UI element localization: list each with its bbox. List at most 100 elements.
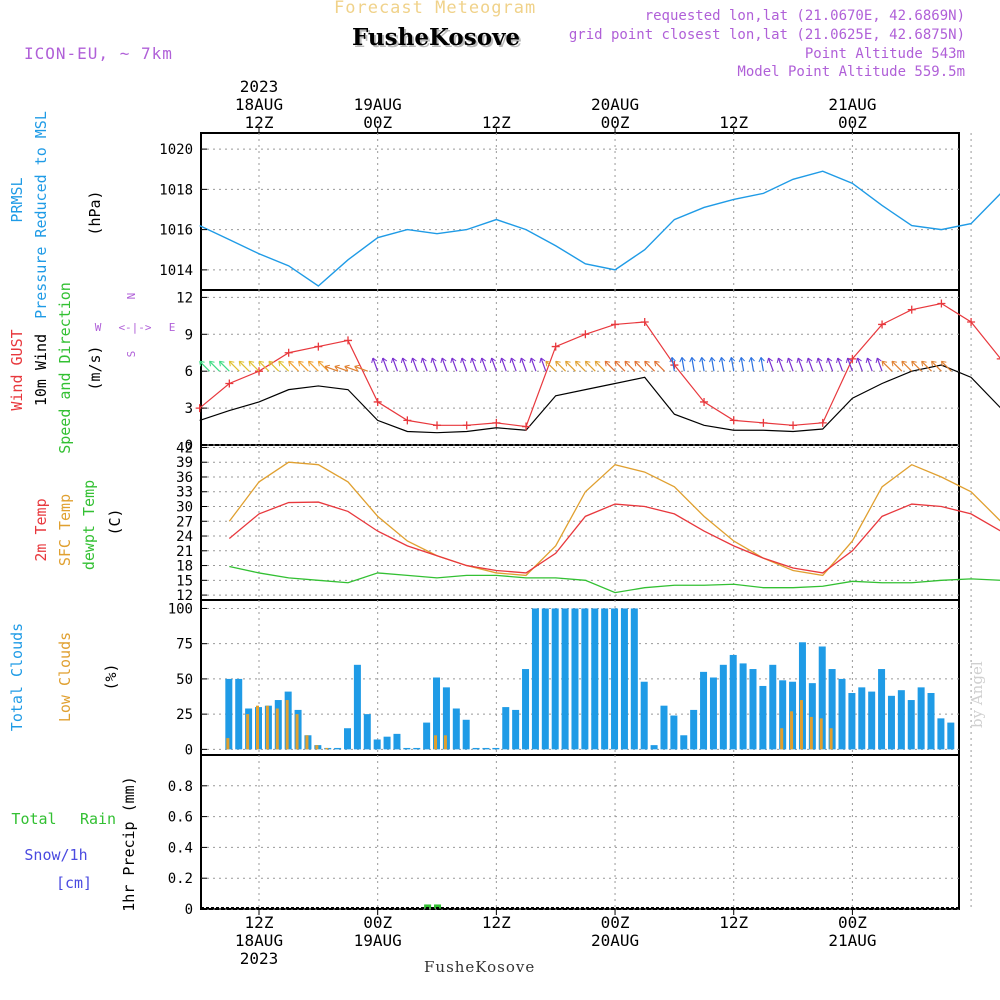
time-label-date: 21AUG [828, 95, 876, 114]
wind-direction-arrow [441, 357, 448, 372]
wind-arrow-head [758, 357, 765, 363]
wind-arrow-head [258, 360, 265, 367]
wind-gust-marker [284, 348, 293, 357]
model-altitude: Model Point Altitude 559.5m [737, 64, 965, 80]
wind-gust-marker [581, 330, 590, 339]
wind-direction-arrow [540, 357, 547, 372]
y-tick-label: 30 [176, 500, 193, 516]
wind-arrow-head [796, 357, 803, 364]
time-label-hour: 12Z [719, 113, 748, 132]
y-tick-label: 21 [176, 544, 193, 560]
total-cloud-bar [927, 693, 935, 750]
total-cloud-bar [739, 663, 747, 750]
y-tick-label: 15 [176, 573, 193, 589]
wind-direction-arrow [324, 365, 339, 372]
wind-direction-arrow [520, 357, 527, 372]
total-cloud-bar [759, 685, 767, 750]
wind-direction-arrow [750, 357, 755, 372]
wind-arrow-head [845, 357, 852, 364]
wind-arrow-head [410, 357, 417, 364]
total-cloud-bar [413, 747, 421, 750]
compass-e: E [169, 321, 176, 334]
wind-direction-arrow [876, 357, 883, 372]
total-cloud-bar [482, 747, 490, 750]
rain-bar [424, 904, 432, 909]
wind-arrow-head [555, 360, 561, 367]
wind-arrow-head [776, 357, 783, 364]
total-cloud-bar [700, 671, 708, 750]
wind-gust-label: Wind GUST [8, 329, 26, 410]
total-cloud-bar [462, 719, 470, 750]
wind-gust-marker [373, 397, 382, 406]
wind-gust-marker [611, 320, 620, 329]
wind-arrow-head [489, 357, 496, 364]
wind-arrow-head [679, 357, 686, 363]
prmsl-label: PRMSL [8, 177, 26, 222]
total-cloud-bar [551, 608, 559, 750]
pressure-unit-label: (hPa) [86, 190, 104, 235]
wind-10m-label: 10m Wind [32, 334, 50, 406]
low-cloud-bar [246, 714, 250, 750]
total-cloud-bar [868, 691, 876, 750]
total-cloud-bar [878, 669, 886, 750]
credit-watermark: by Angel [968, 661, 986, 728]
wind-arrow-head [539, 357, 546, 364]
wind-direction-arrow [461, 357, 468, 372]
total-cloud-bar [858, 687, 866, 750]
y-tick-label: 42 [176, 440, 193, 456]
wind-direction-arrow [760, 357, 764, 372]
wind-direction-arrow [787, 357, 794, 372]
wind-direction-arrow [837, 357, 844, 372]
wind-gust-marker [462, 421, 471, 430]
clouds-unit-label: (%) [102, 663, 120, 690]
dewpoint-line [229, 565, 1000, 594]
total-cloud-bar [502, 707, 510, 750]
wind-direction-arrow [317, 360, 329, 372]
wind-direction-arrow [604, 360, 616, 372]
y-tick-label: 1020 [159, 142, 193, 158]
total-cloud-bar [363, 714, 371, 750]
y-tick-label: 9 [185, 327, 193, 343]
total-cloud-bar [541, 608, 549, 750]
wind-gust-marker [433, 421, 442, 430]
wind-arrow-head [786, 357, 793, 364]
total-rain-label: Total [11, 810, 56, 828]
wind-gust-marker [937, 299, 946, 308]
wind-arrow-head [940, 360, 947, 367]
wind-arrow-head [709, 357, 716, 363]
total-cloud-bar [897, 690, 905, 750]
total-cloud-bar [690, 709, 698, 750]
wind-arrow-head [634, 360, 640, 367]
total-cloud-bar [828, 669, 836, 750]
wind-arrow-head [298, 360, 304, 367]
wind-arrow-head [669, 357, 676, 363]
y-tick-label: 0 [185, 742, 193, 758]
dewpt-temp-label: dewpt Temp [80, 480, 98, 570]
total-cloud-bar [769, 664, 777, 750]
low-cloud-bar [809, 716, 813, 750]
wind-arrow-head [699, 357, 706, 363]
compass-arrow: <-|-> [118, 321, 151, 334]
wind-arrow-head [390, 357, 398, 364]
wind-arrow-head [499, 357, 506, 364]
low-clouds-label: Low Clouds [56, 632, 74, 722]
time-label-hour-bottom: 00Z [363, 913, 392, 932]
model-label: ICON-EU, ~ 7km [24, 44, 173, 63]
footer-location: FusheKosove [424, 958, 536, 976]
wind-arrow-head [881, 360, 888, 367]
wind-arrow-head [614, 360, 621, 367]
wind-arrow-head [199, 360, 205, 367]
total-cloud-bar [591, 608, 599, 750]
wind-arrow-head [921, 360, 927, 367]
y-tick-label: 36 [176, 470, 193, 486]
wind-arrow-head [470, 357, 477, 364]
wind-arrow-head [307, 360, 314, 367]
low-cloud-bar [285, 700, 289, 750]
wind-arrow-head [644, 360, 650, 367]
time-label-hour-bottom: 00Z [838, 913, 867, 932]
time-label-hour: 00Z [601, 113, 630, 132]
time-label-hour-bottom: 00Z [601, 913, 630, 932]
time-label-date-bottom: 20AUG [591, 931, 639, 950]
total-cloud-bar [611, 608, 619, 750]
